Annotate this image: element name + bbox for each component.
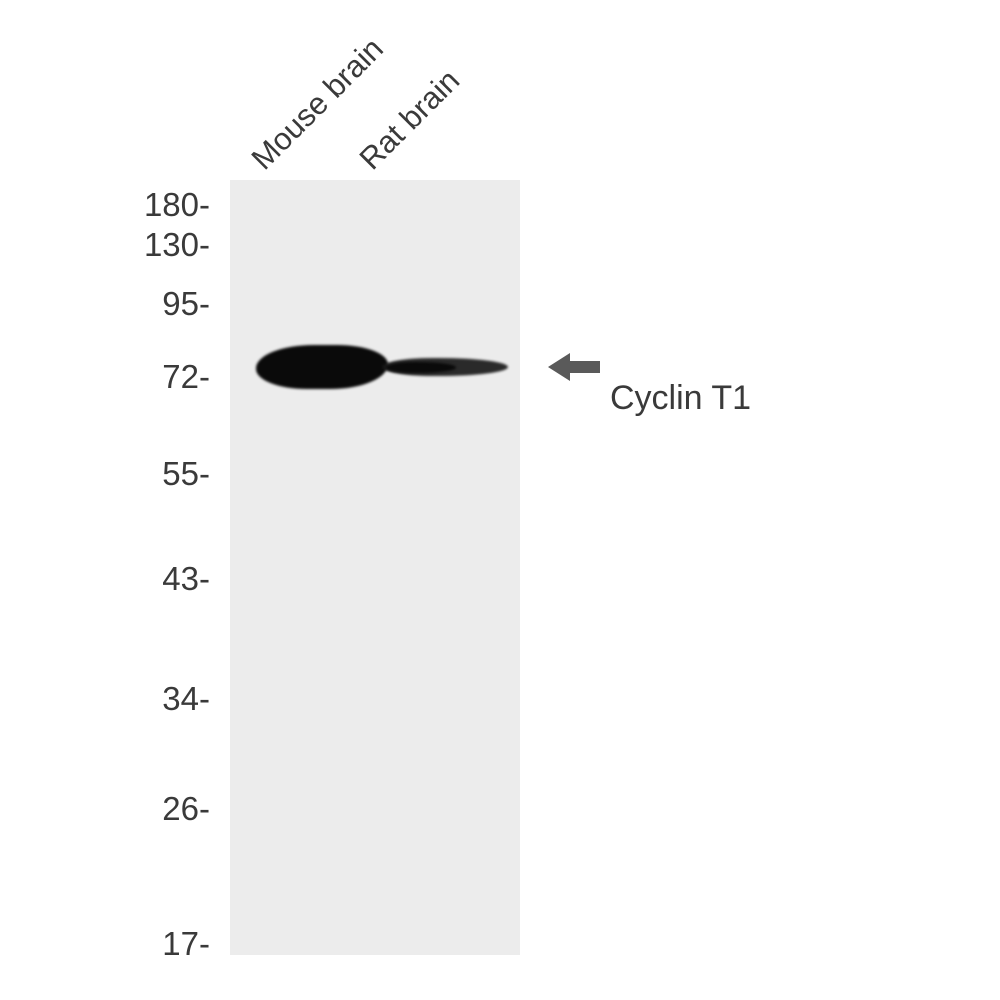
marker-label-130: 130- (144, 226, 210, 264)
marker-label-95: 95- (162, 285, 210, 323)
marker-label-43: 43- (162, 560, 210, 598)
marker-label-180: 180- (144, 186, 210, 224)
marker-label-17: 17- (162, 925, 210, 963)
marker-label-55: 55- (162, 455, 210, 493)
lane-label: Rat brain (353, 63, 467, 177)
band-pointer-arrow (548, 350, 600, 384)
blot-band (256, 345, 388, 389)
blot-canvas: 180-130-95-72-55-43-34-26-17- Mouse brai… (0, 0, 1000, 1000)
marker-label-34: 34- (162, 680, 210, 718)
band-annotation-label: Cyclin T1 (610, 379, 751, 418)
blot-membrane (230, 180, 520, 955)
marker-label-26: 26- (162, 790, 210, 828)
marker-label-72: 72- (162, 358, 210, 396)
